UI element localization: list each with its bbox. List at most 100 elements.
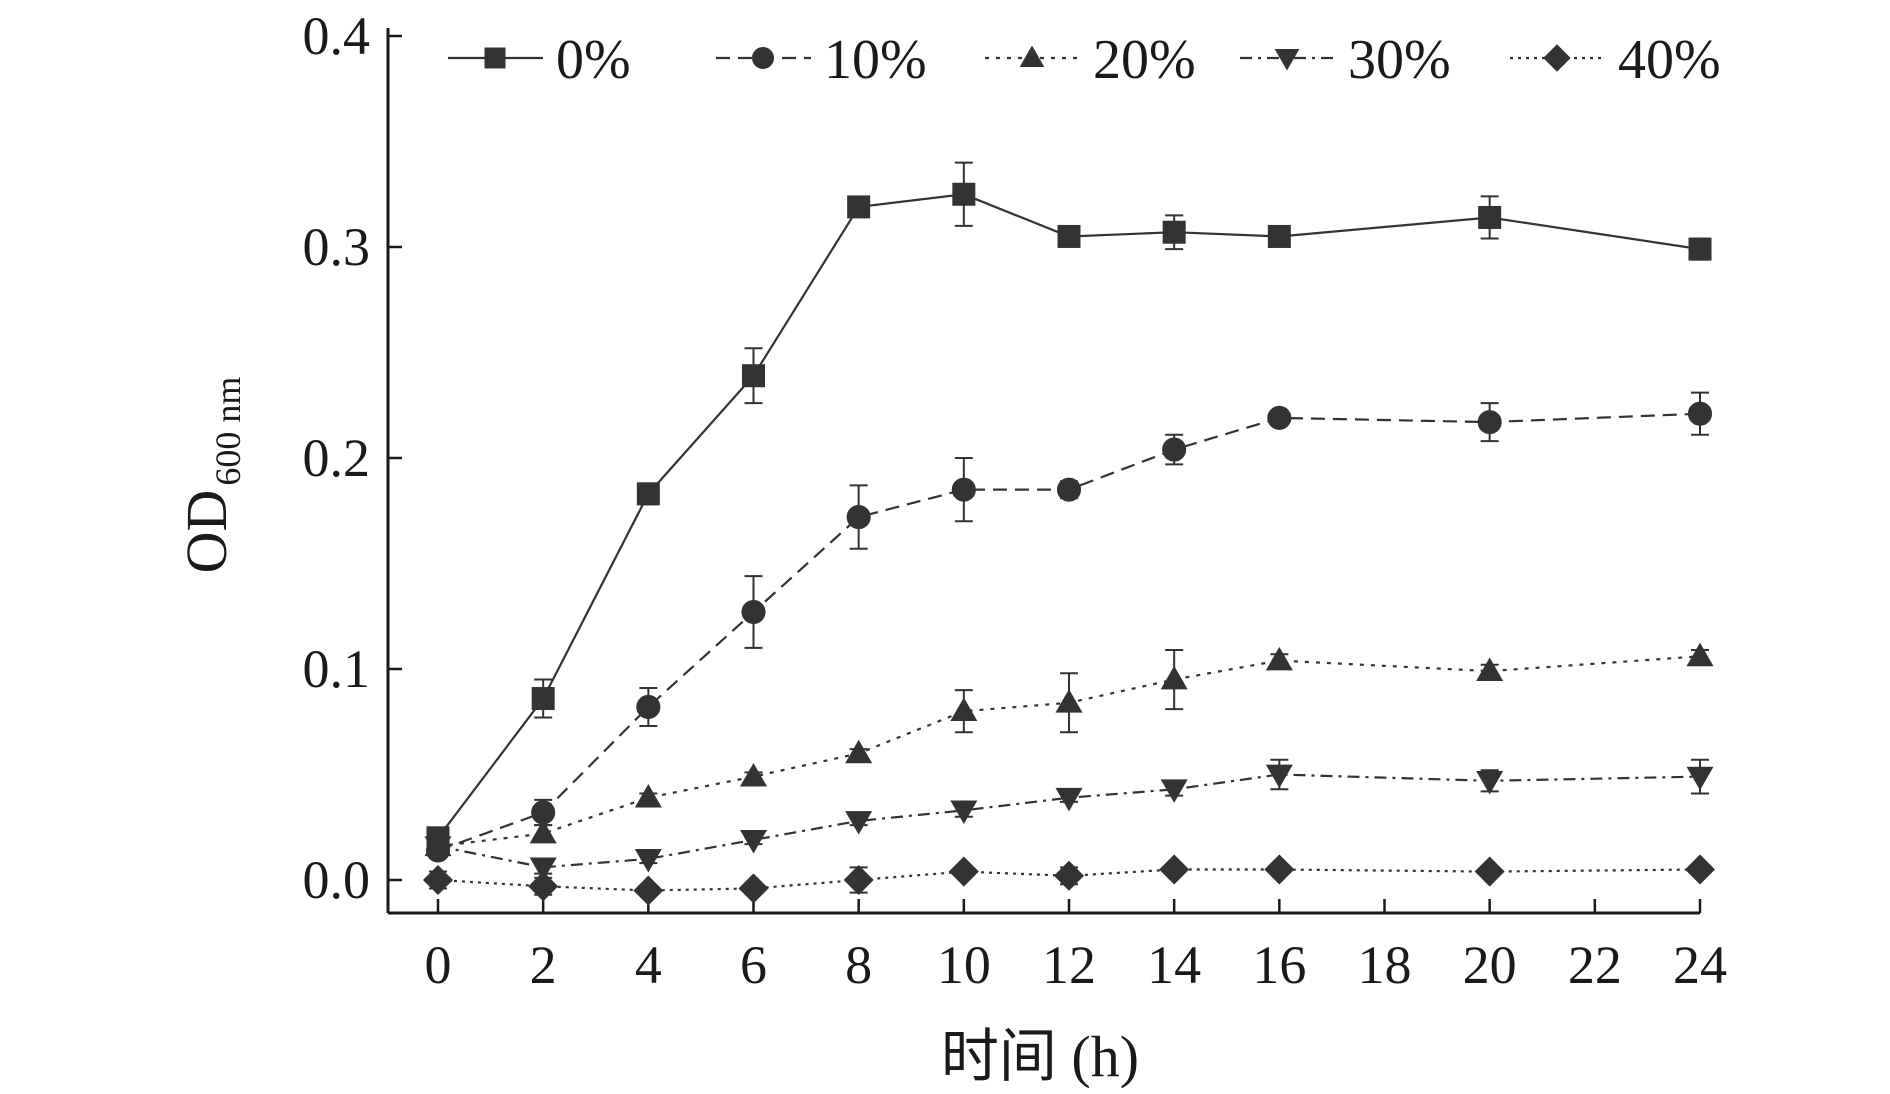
legend-label: 30% <box>1348 29 1451 91</box>
legend-label: 20% <box>1093 29 1196 91</box>
data-point <box>1476 657 1504 681</box>
data-point <box>529 857 557 881</box>
legend-entry: 30% <box>1240 29 1451 91</box>
x-tick-label: 18 <box>1358 935 1412 995</box>
data-point <box>1160 779 1188 803</box>
x-tick-label: 10 <box>937 935 991 995</box>
legend-label: 40% <box>1618 29 1721 91</box>
legend-entry: 40% <box>1510 29 1721 91</box>
x-tick-label: 22 <box>1568 935 1622 995</box>
data-point <box>1267 224 1291 248</box>
data-point <box>846 505 871 530</box>
series-40pct <box>422 854 1716 906</box>
data-point <box>1053 860 1085 891</box>
data-point <box>843 864 874 896</box>
data-point <box>847 195 871 219</box>
legend-marker <box>484 47 506 69</box>
data-point <box>952 182 976 206</box>
series-line <box>437 193 1701 839</box>
data-point <box>950 800 978 825</box>
series-line <box>437 868 1701 892</box>
data-point <box>531 687 555 711</box>
data-point <box>1160 665 1188 690</box>
data-point <box>845 739 873 764</box>
x-tick-label: 2 <box>530 935 557 995</box>
data-point <box>1476 770 1504 795</box>
x-tick-label: 24 <box>1673 935 1727 995</box>
legend-entry: 10% <box>716 29 927 91</box>
legend-marker <box>1543 44 1571 72</box>
x-axis-label: 时间 (h) <box>941 1024 1139 1089</box>
data-point <box>1265 646 1293 671</box>
data-point <box>739 762 768 787</box>
series-line <box>437 655 1701 848</box>
data-point <box>1688 237 1712 261</box>
axes <box>386 28 1700 915</box>
data-point <box>1162 220 1186 244</box>
data-point <box>1478 205 1502 229</box>
legend-label: 10% <box>824 29 927 91</box>
series-20pct <box>424 642 1714 857</box>
x-tick-label: 0 <box>425 935 452 995</box>
data-point <box>1056 477 1082 502</box>
data-point <box>634 784 662 808</box>
data-point <box>1474 856 1505 887</box>
data-point <box>1267 405 1292 430</box>
y-tick-label: 0.0 <box>303 850 371 910</box>
y-axis-label-main: OD <box>174 490 239 574</box>
data-point <box>633 875 664 906</box>
legend: 0% 10% 20% 30% 40% <box>448 29 1721 91</box>
legend-marker <box>1019 45 1045 67</box>
data-point <box>742 364 765 388</box>
x-tick-label: 20 <box>1463 935 1517 995</box>
data-point <box>1687 401 1713 426</box>
data-point <box>741 599 766 625</box>
data-point <box>636 694 661 720</box>
data-point <box>948 856 979 887</box>
data-point <box>529 819 557 844</box>
data-point <box>1162 437 1187 462</box>
y-tick-label: 0.4 <box>303 6 371 66</box>
data-point <box>1159 854 1190 885</box>
x-tick-label: 14 <box>1147 935 1201 995</box>
data-point <box>1055 787 1083 812</box>
data-point <box>634 849 662 873</box>
data-point <box>1686 766 1714 791</box>
x-tick-label: 8 <box>845 935 872 995</box>
data-point <box>1265 764 1293 789</box>
data-point <box>636 482 660 506</box>
legend-marker <box>752 47 774 69</box>
x-tick-label: 4 <box>635 935 662 995</box>
data-point <box>1057 224 1081 248</box>
x-tick-label: 6 <box>740 935 767 995</box>
data-point <box>1684 854 1716 885</box>
series-0pct <box>426 161 1712 850</box>
legend-entry: 0% <box>448 29 631 91</box>
series-line <box>437 412 1701 852</box>
y-tick-label: 0.3 <box>303 217 371 277</box>
data-point <box>1477 410 1502 435</box>
legend-label: 0% <box>556 29 631 91</box>
legend-marker <box>1274 49 1300 71</box>
y-axis-label: OD600 nm <box>174 377 248 574</box>
data-point <box>422 864 454 896</box>
series-layer <box>422 161 1716 906</box>
data-point <box>1264 854 1295 885</box>
y-axis-label-subscript: 600 nm <box>208 377 248 486</box>
data-point <box>950 697 978 722</box>
data-point <box>1686 642 1714 667</box>
tick-marks: 0.00.10.20.30.40 2 4 6 8 10 12 14 16 18 20 22 24 <box>303 6 1728 995</box>
x-tick-label: 12 <box>1042 935 1096 995</box>
data-point <box>424 836 452 860</box>
data-point <box>528 871 559 902</box>
data-point <box>845 811 873 835</box>
data-point <box>1055 689 1083 713</box>
series-30pct <box>424 758 1714 881</box>
y-tick-label: 0.1 <box>303 639 371 699</box>
data-point <box>951 477 976 502</box>
data-point <box>739 830 768 854</box>
data-point <box>738 873 769 904</box>
x-tick-label: 16 <box>1252 935 1306 995</box>
y-tick-label: 0.2 <box>303 428 371 488</box>
